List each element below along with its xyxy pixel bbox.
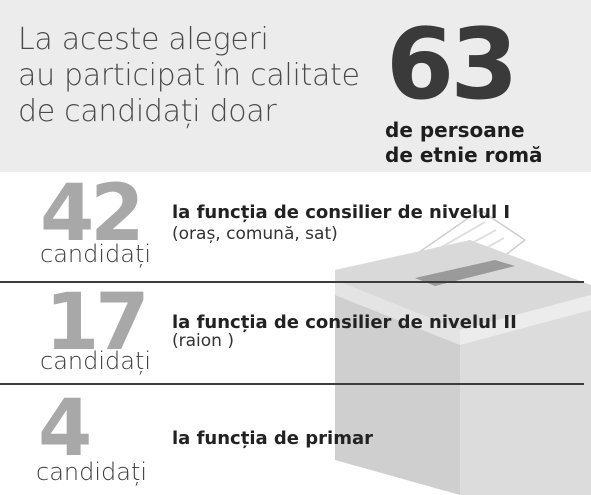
total-label: de persoane de etnie romă [385, 118, 543, 168]
candidate-unit-3: candidați [36, 458, 148, 486]
candidate-count-1: 42 [40, 169, 145, 259]
total-label-line-1: de persoane [385, 118, 525, 142]
intro-line-2: au participat în calitate [18, 58, 360, 93]
function-detail-2: (raion ) [172, 331, 234, 351]
header-panel: La aceste alegeri au participat în calit… [0, 0, 591, 172]
ballot-box-top [335, 240, 591, 330]
total-label-line-2: de etnie romă [385, 143, 543, 167]
ballot-slot [415, 260, 515, 286]
function-title-3: la funcția de primar [172, 428, 373, 449]
ballot-box-left-face [335, 280, 460, 495]
function-title-2: la funcția de consilier de nivelul II [172, 312, 517, 333]
candidate-row-3: 4 candidați la funcția de primar [0, 385, 591, 495]
ballot-box-band-right [460, 295, 591, 345]
ballot-box-icon [335, 209, 591, 495]
row-divider-1 [0, 281, 584, 283]
candidate-count-2: 17 [45, 278, 150, 368]
candidate-row-1: 42 candidați la funcția de consilier de … [0, 172, 591, 282]
function-title-1: la funcția de consilier de nivelul I [172, 202, 511, 223]
intro-text: La aceste alegeri au participat în calit… [18, 22, 378, 130]
intro-line-1: La aceste alegeri [18, 22, 269, 57]
candidate-row-2: 17 candidați la funcția de consilier de … [0, 283, 591, 384]
candidate-unit-1: candidați [40, 240, 152, 268]
candidate-count-3: 4 [38, 384, 92, 474]
row-divider-2 [0, 383, 584, 385]
function-detail-1: (oraș, comună, sat) [172, 224, 338, 244]
ballot-box-band-left [335, 280, 460, 345]
candidate-unit-2: candidați [40, 347, 152, 375]
intro-line-3: de candidați doar [18, 94, 277, 129]
ballot-box-right-face [460, 295, 591, 495]
total-count: 63 [386, 8, 518, 122]
